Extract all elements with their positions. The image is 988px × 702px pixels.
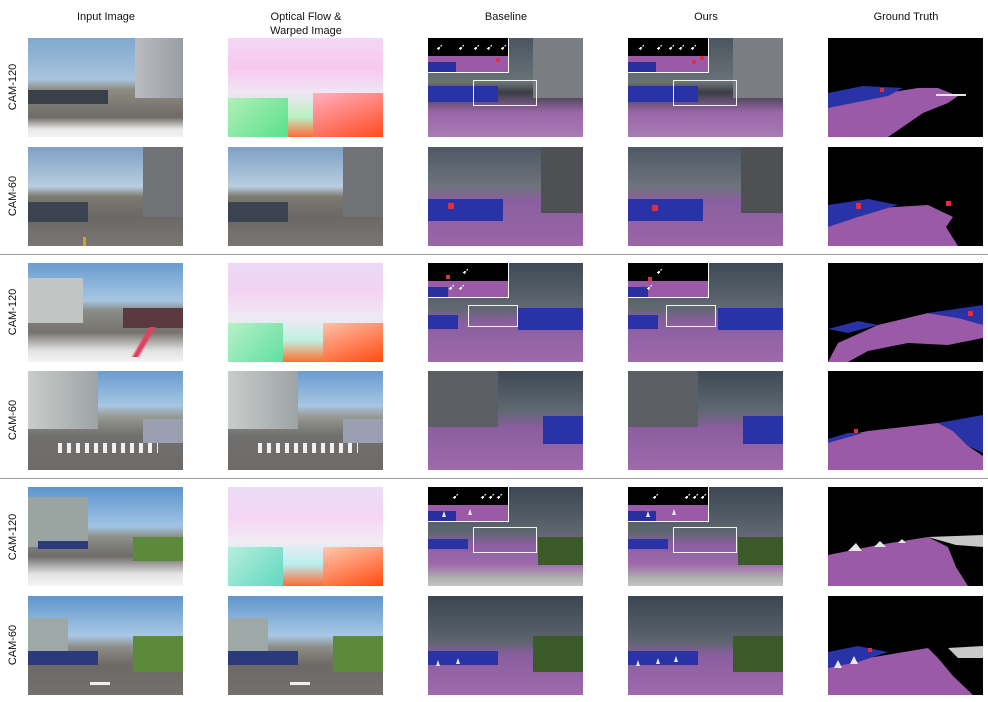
arrow-icon: ➹ <box>496 492 504 501</box>
baseline-prediction-tile <box>428 371 583 470</box>
zoom-box <box>673 527 737 553</box>
ours-prediction-tile: ➹ ➹ <box>628 263 783 362</box>
ground-truth-tile <box>828 371 983 470</box>
ground-truth-tile <box>828 147 983 246</box>
ground-truth-mask <box>828 38 983 137</box>
arrow-icon: ➹ <box>458 283 466 292</box>
zoom-box <box>673 80 737 106</box>
input-image-tile <box>28 371 183 470</box>
row-label-4: CAM-60 <box>5 370 21 470</box>
ground-truth-tile <box>828 263 983 362</box>
arrow-icon: ➹ <box>652 492 660 501</box>
input-image-tile <box>28 147 183 246</box>
ground-truth-mask <box>828 487 983 586</box>
arrow-icon: ➹ <box>656 267 664 276</box>
ours-prediction-tile <box>628 371 783 470</box>
header-input-image: Input Image <box>21 10 191 24</box>
zoom-inset: ➹ ➹ ➹ <box>428 263 509 298</box>
input-image-tile <box>28 263 183 362</box>
arrow-icon: ➹ <box>656 43 664 52</box>
arrow-icon: ➹ <box>690 43 698 52</box>
baseline-prediction-tile <box>428 147 583 246</box>
header-baseline: Baseline <box>421 10 591 24</box>
arrow-icon: ➹ <box>500 43 508 52</box>
zoom-inset: ➹ ➹ ➹ ➹ <box>628 487 709 522</box>
optical-flow-tile <box>228 38 383 137</box>
zoom-box <box>666 305 716 327</box>
zoom-inset: ➹ ➹ ➹ ➹ ➹ <box>628 38 709 73</box>
optical-flow-tile <box>228 263 383 362</box>
zoom-box <box>473 527 537 553</box>
ground-truth-tile <box>828 596 983 695</box>
group-separator-1 <box>0 254 988 255</box>
warped-image-tile <box>228 371 383 470</box>
ours-prediction-tile <box>628 596 783 695</box>
ground-truth-mask <box>828 371 983 470</box>
ours-prediction-tile <box>628 147 783 246</box>
arrow-icon: ➹ <box>700 492 708 501</box>
warped-image-tile <box>228 147 383 246</box>
ground-truth-mask <box>828 596 983 695</box>
arrow-icon: ➹ <box>452 492 460 501</box>
baseline-prediction-tile: ➹ ➹ ➹ ➹ <box>428 487 583 586</box>
ground-truth-tile <box>828 487 983 586</box>
zoom-inset: ➹ ➹ <box>628 263 709 298</box>
ground-truth-tile <box>828 38 983 137</box>
group-separator-2 <box>0 478 988 479</box>
input-image-tile <box>28 596 183 695</box>
optical-flow-tile <box>228 487 383 586</box>
arrow-icon: ➹ <box>480 492 488 501</box>
ground-truth-mask <box>828 147 983 246</box>
arrow-icon: ➹ <box>473 43 481 52</box>
arrow-icon: ➹ <box>462 267 470 276</box>
row-label-3: CAM-120 <box>5 262 21 362</box>
arrow-icon: ➹ <box>692 492 700 501</box>
arrow-icon: ➹ <box>436 43 444 52</box>
header-optical-flow: Optical Flow & Warped Image <box>221 10 391 38</box>
arrow-icon: ➹ <box>684 492 692 501</box>
row-label-2: CAM-60 <box>5 146 21 246</box>
arrow-icon: ➹ <box>668 43 676 52</box>
zoom-box <box>473 80 537 106</box>
ours-prediction-tile: ➹ ➹ ➹ ➹ ➹ <box>628 38 783 137</box>
ground-truth-mask <box>828 263 983 362</box>
input-image-tile <box>28 38 183 137</box>
arrow-icon: ➹ <box>486 43 494 52</box>
baseline-prediction-tile <box>428 596 583 695</box>
zoom-inset: ➹ ➹ ➹ ➹ ➹ <box>428 38 509 73</box>
arrow-icon: ➹ <box>448 283 456 292</box>
input-image-tile <box>28 487 183 586</box>
arrow-icon: ➹ <box>646 283 654 292</box>
header-ours: Ours <box>621 10 791 24</box>
baseline-prediction-tile: ➹ ➹ ➹ <box>428 263 583 362</box>
arrow-icon: ➹ <box>488 492 496 501</box>
warped-image-tile <box>228 596 383 695</box>
ours-prediction-tile: ➹ ➹ ➹ ➹ <box>628 487 783 586</box>
header-ground-truth: Ground Truth <box>821 10 988 24</box>
baseline-prediction-tile: ➹ ➹ ➹ ➹ ➹ <box>428 38 583 137</box>
row-label-1: CAM-120 <box>5 37 21 137</box>
arrow-icon: ➹ <box>678 43 686 52</box>
arrow-icon: ➹ <box>458 43 466 52</box>
row-label-6: CAM-60 <box>5 595 21 695</box>
zoom-box <box>468 305 518 327</box>
arrow-icon: ➹ <box>638 43 646 52</box>
row-label-5: CAM-120 <box>5 487 21 587</box>
zoom-inset: ➹ ➹ ➹ ➹ <box>428 487 509 522</box>
